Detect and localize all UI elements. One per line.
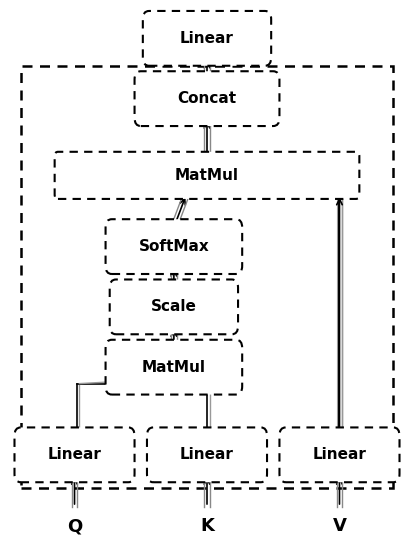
FancyBboxPatch shape xyxy=(134,71,279,126)
Text: Q: Q xyxy=(67,517,82,535)
FancyBboxPatch shape xyxy=(142,11,271,66)
FancyBboxPatch shape xyxy=(105,219,242,274)
FancyBboxPatch shape xyxy=(14,427,134,482)
FancyBboxPatch shape xyxy=(55,152,358,199)
Text: Linear: Linear xyxy=(180,447,233,463)
Text: Scale: Scale xyxy=(151,299,196,315)
Text: V: V xyxy=(332,517,346,535)
FancyBboxPatch shape xyxy=(109,279,237,334)
Text: Linear: Linear xyxy=(180,31,233,46)
Text: K: K xyxy=(199,517,214,535)
Text: Linear: Linear xyxy=(47,447,101,463)
Text: Concat: Concat xyxy=(177,91,236,106)
Text: MatMul: MatMul xyxy=(175,168,238,183)
FancyBboxPatch shape xyxy=(105,340,242,395)
FancyBboxPatch shape xyxy=(147,427,266,482)
Text: SoftMax: SoftMax xyxy=(138,239,209,254)
Text: MatMul: MatMul xyxy=(142,359,205,375)
FancyBboxPatch shape xyxy=(279,427,399,482)
Text: Linear: Linear xyxy=(312,447,366,463)
FancyBboxPatch shape xyxy=(21,66,392,488)
